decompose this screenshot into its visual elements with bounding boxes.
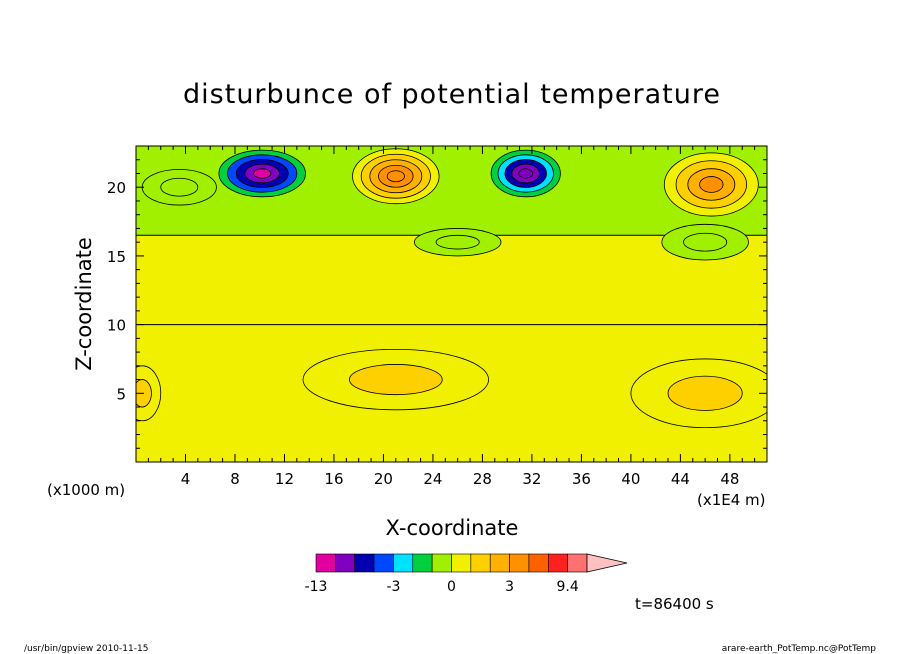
y-tick-label: 10: [107, 317, 126, 335]
x-tick-label: 20: [374, 470, 393, 488]
chart-title: disturbunce of potential temperature: [183, 79, 721, 110]
footer-right: arare-earth_PotTemp.nc@PotTemp: [722, 644, 877, 654]
colorbar-tick-label: -13: [305, 579, 328, 595]
x-tick-label: 44: [671, 470, 690, 488]
field-feature: [302, 348, 490, 411]
x-units-note: (x1000 m): [47, 481, 125, 499]
field-feature: [352, 148, 440, 205]
x-tick-label: 8: [230, 470, 240, 488]
colorbar-band: [509, 553, 530, 573]
colorbar-tick-label: -3: [386, 579, 400, 595]
colorbar-tick-label: 0: [447, 579, 456, 595]
field-feature: [661, 223, 749, 261]
field-feature: [490, 149, 561, 198]
x-tick-label: 12: [275, 470, 294, 488]
footer-left: /usr/bin/gpview 2010-11-15: [24, 644, 148, 654]
x-tick-label: 4: [181, 470, 191, 488]
field-feature: [630, 358, 767, 429]
plot-area: [136, 146, 767, 462]
colorbar: [315, 553, 628, 573]
plot-frame: [135, 145, 768, 463]
contour-level: [683, 232, 728, 252]
x-tick-label: 48: [720, 470, 739, 488]
contour-level: [349, 364, 443, 396]
x-tick-label: 16: [324, 470, 343, 488]
colorbar-band: [412, 553, 433, 573]
contour-level: [160, 177, 199, 197]
field-feature: [141, 168, 217, 206]
contour-level: [435, 234, 480, 250]
contour-level: [667, 375, 743, 411]
y-tick-label: 5: [116, 385, 126, 403]
colorbar-tick-label: 3: [505, 579, 514, 595]
y-tick-label: 15: [107, 248, 126, 266]
field-feature: [218, 149, 306, 198]
colorbar-band: [528, 553, 549, 573]
field-feature: [663, 152, 759, 217]
colorbar-band: [567, 553, 588, 573]
colorbar-ticks: -13 -3 0 3 9.4: [305, 579, 579, 595]
colorbar-band: [451, 553, 472, 573]
colorbar-band: [489, 553, 510, 573]
colorbar-band: [315, 553, 336, 573]
contour-level: [699, 176, 724, 193]
x-tick-label: 36: [572, 470, 591, 488]
field-feature: [413, 228, 502, 257]
contour-level: [386, 170, 405, 183]
colorbar-max-triangle: [586, 553, 628, 573]
colorbar-band: [547, 553, 568, 573]
x-axis-label: X-coordinate: [386, 516, 519, 540]
x-tick-label: 24: [423, 470, 442, 488]
y-axis: 5 10 15 20: [107, 145, 767, 449]
x-tick-label: 32: [522, 470, 541, 488]
colorbar-band: [373, 553, 394, 573]
x-tick-label: 28: [473, 470, 492, 488]
y-tick-label: 20: [107, 179, 126, 197]
colorbar-band: [354, 553, 375, 573]
x-scale-note: (x1E4 m): [697, 491, 766, 509]
x-axis: 4 8 12 16 20 24 28 32 36 40 44 48: [147, 146, 768, 488]
colorbar-band: [393, 553, 414, 573]
time-label: t=86400 s: [635, 595, 714, 613]
x-tick-label: 40: [621, 470, 640, 488]
y-axis-label: Z-coordinate: [72, 237, 96, 371]
contour-level: [253, 168, 272, 179]
colorbar-tick-label: 9.4: [557, 579, 579, 595]
colorbar-band: [335, 553, 356, 573]
colorbar-band: [431, 553, 452, 573]
colorbar-band: [470, 553, 491, 573]
contour-level: [518, 168, 534, 179]
